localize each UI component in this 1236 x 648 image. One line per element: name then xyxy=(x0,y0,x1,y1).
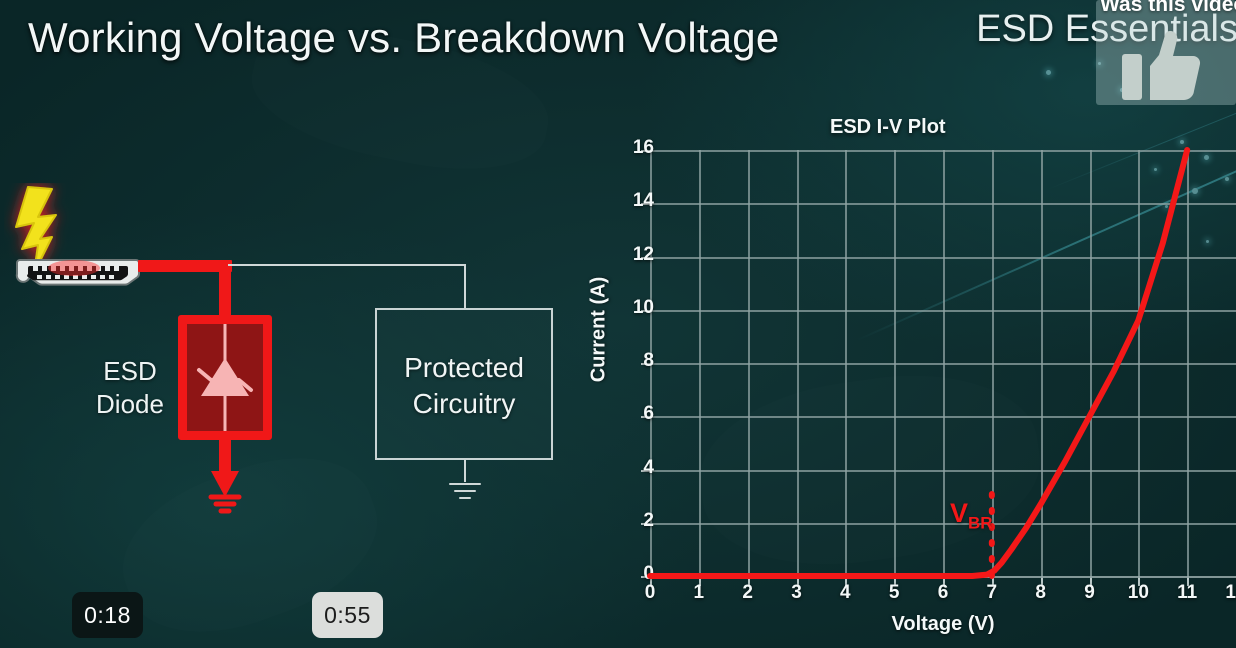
page-title: Working Voltage vs. Breakdown Voltage xyxy=(28,14,780,61)
breakdown-voltage-annotation-label: VBR xyxy=(950,498,993,533)
chart-x-tick-label: 5 xyxy=(888,582,900,603)
chart-y-tickmark xyxy=(641,522,650,525)
chart-x-tick-label: 7 xyxy=(986,582,998,603)
chart-x-tickmark xyxy=(991,576,994,586)
chart-x-tick-label: 0 xyxy=(644,582,656,603)
total-time-badge[interactable]: 0:55 xyxy=(312,592,383,638)
chart-x-tick-label: 10 xyxy=(1127,582,1149,603)
esd-surge-wire xyxy=(138,260,232,272)
signal-wire-horizontal xyxy=(228,264,466,266)
chart-gridline-horizontal xyxy=(650,363,1236,365)
chart-y-tickmark xyxy=(641,363,650,365)
poll-overlay-panel[interactable] xyxy=(1096,0,1236,105)
zener-diode-icon xyxy=(197,324,253,431)
chart-y-tickmark xyxy=(641,309,650,312)
protected-label-line1: Protected xyxy=(404,352,524,383)
chart-x-tickmark xyxy=(1040,576,1043,586)
chart-x-tick-label: 11 xyxy=(1177,582,1198,603)
chart-x-tick-label: 3 xyxy=(791,582,802,603)
esd-diode-label-line2: Diode xyxy=(96,388,164,419)
chart-y-tickmark xyxy=(641,256,650,259)
chart-gridline-horizontal xyxy=(650,469,1236,472)
chart-x-tickmark xyxy=(698,576,701,586)
chart-gridline-horizontal xyxy=(650,522,1236,525)
signal-wire-vertical xyxy=(464,264,466,310)
chart-y-tickmark xyxy=(641,416,650,419)
vbr-main: V xyxy=(950,498,969,528)
chart-x-axis-label: Voltage (V) xyxy=(891,613,995,635)
chart-x-tickmark xyxy=(1089,576,1092,586)
chart-x-tickmark xyxy=(943,576,945,586)
chart-y-tick-label: 4 xyxy=(643,456,654,478)
vbr-sub: BR xyxy=(968,513,993,533)
chart-x-tickmark xyxy=(747,576,750,586)
chart-gridline-horizontal xyxy=(650,256,1236,259)
chart-y-tickmark xyxy=(641,150,650,152)
esd-surge-wire-vertical xyxy=(219,260,231,322)
protected-circuitry-label: Protected Circuitry xyxy=(375,350,553,422)
chart-x-tickmark xyxy=(845,576,848,586)
chart-plot-area: 01234567891011120246810121416 xyxy=(633,137,1236,603)
chart-x-tick-label: 4 xyxy=(840,582,851,603)
lightning-bolt-icon xyxy=(15,186,57,274)
chart-y-tickmark xyxy=(641,469,650,472)
chart-gridline-horizontal xyxy=(650,416,1236,419)
esd-diode-label: ESD Diode xyxy=(85,355,175,420)
chart-y-tickmark xyxy=(641,203,650,206)
chart-y-tick-label: 14 xyxy=(632,190,654,212)
chart-y-axis-label: Current (A) xyxy=(587,276,610,383)
chart-x-tick-label: 9 xyxy=(1084,582,1095,603)
chart-y-tick-label: 12 xyxy=(632,243,654,265)
diode-ground-arrow xyxy=(208,437,242,514)
chart-y-tickmark xyxy=(641,576,650,578)
chart-gridline-horizontal xyxy=(650,309,1236,312)
brand-watermark: ESD Essentials xyxy=(976,8,1236,50)
chart-y-tick-label: 2 xyxy=(643,509,654,531)
hdmi-connector-icon xyxy=(15,259,140,286)
protected-label-line2: Circuitry xyxy=(412,387,516,419)
chart-gridline-horizontal xyxy=(650,203,1236,206)
esd-diode-symbol-box xyxy=(178,315,272,440)
chart-x-tick-label: 6 xyxy=(937,582,949,603)
chart-x-tickmark xyxy=(1138,576,1141,586)
chart-line-esd-iv-curve xyxy=(647,147,1191,579)
chart-x-tick-label: 1 xyxy=(693,582,705,603)
protected-circuitry-box xyxy=(375,308,553,460)
chart-x-tickmark xyxy=(894,576,897,586)
chart-x-tick-label: 12 xyxy=(1225,582,1236,603)
chart-x-tickmark xyxy=(1187,576,1190,586)
circuit-diagram: ESD Diode Protected Circuitry xyxy=(0,175,600,555)
protected-ground-symbol-icon xyxy=(449,460,481,499)
chart-y-tick-label: 0 xyxy=(643,563,654,584)
chart-gridline-horizontal xyxy=(650,150,1236,152)
chart-x-tickmark xyxy=(796,576,799,586)
chart-series-layer xyxy=(647,147,1191,579)
chart-x-tickmark xyxy=(650,576,652,586)
current-time-badge[interactable]: 0:18 xyxy=(72,592,143,638)
chart-x-tick-label: 8 xyxy=(1035,582,1046,603)
chart-y-tick-label: 6 xyxy=(643,403,654,425)
chart-x-tick-label: 2 xyxy=(742,582,753,603)
poll-question-text: Was this video xyxy=(1100,0,1236,16)
chart-y-tick-label: 16 xyxy=(632,137,654,158)
esd-diode-label-line1: ESD xyxy=(103,356,157,386)
chart-y-tick-label: 8 xyxy=(643,350,654,371)
chart-y-tick-label: 10 xyxy=(632,296,654,318)
thumbs-up-icon[interactable] xyxy=(1120,28,1216,102)
chart-title: ESD I-V Plot xyxy=(830,116,946,138)
